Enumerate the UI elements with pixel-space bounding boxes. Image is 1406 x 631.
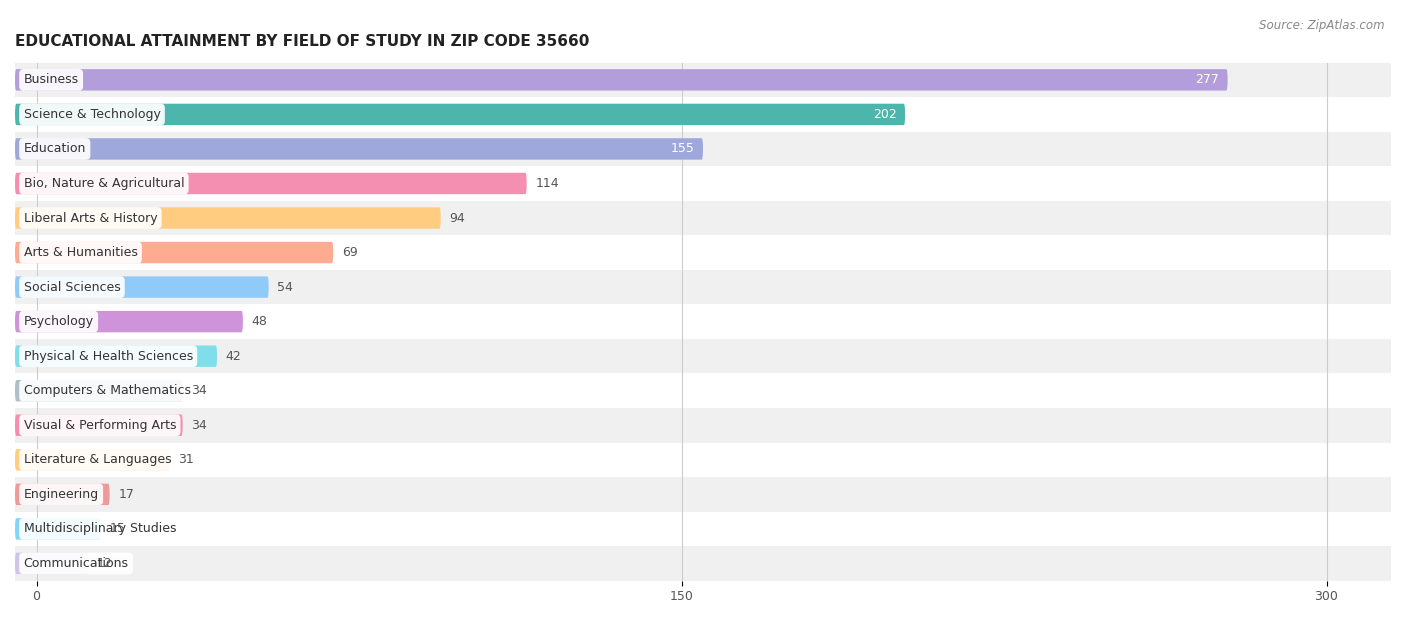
FancyBboxPatch shape — [15, 345, 217, 367]
FancyBboxPatch shape — [15, 415, 183, 436]
FancyBboxPatch shape — [15, 449, 170, 471]
FancyBboxPatch shape — [15, 408, 1391, 442]
FancyBboxPatch shape — [15, 132, 1391, 166]
Text: Source: ZipAtlas.com: Source: ZipAtlas.com — [1260, 19, 1385, 32]
Text: Physical & Health Sciences: Physical & Health Sciences — [24, 350, 193, 363]
Text: EDUCATIONAL ATTAINMENT BY FIELD OF STUDY IN ZIP CODE 35660: EDUCATIONAL ATTAINMENT BY FIELD OF STUDY… — [15, 34, 589, 49]
FancyBboxPatch shape — [15, 69, 1227, 91]
FancyBboxPatch shape — [15, 339, 1391, 374]
FancyBboxPatch shape — [15, 242, 333, 263]
FancyBboxPatch shape — [15, 270, 1391, 304]
FancyBboxPatch shape — [15, 276, 269, 298]
Text: Business: Business — [24, 73, 79, 86]
Text: 114: 114 — [536, 177, 560, 190]
Text: 15: 15 — [110, 522, 125, 535]
Text: Education: Education — [24, 143, 86, 155]
FancyBboxPatch shape — [15, 477, 1391, 512]
Text: Bio, Nature & Agricultural: Bio, Nature & Agricultural — [24, 177, 184, 190]
Text: Liberal Arts & History: Liberal Arts & History — [24, 211, 157, 225]
FancyBboxPatch shape — [15, 103, 905, 125]
FancyBboxPatch shape — [15, 201, 1391, 235]
Text: 34: 34 — [191, 384, 207, 397]
Text: 17: 17 — [118, 488, 134, 501]
Text: 48: 48 — [252, 315, 267, 328]
Text: 202: 202 — [873, 108, 897, 121]
FancyBboxPatch shape — [15, 97, 1391, 132]
FancyBboxPatch shape — [15, 442, 1391, 477]
Text: 42: 42 — [226, 350, 242, 363]
Text: Psychology: Psychology — [24, 315, 94, 328]
FancyBboxPatch shape — [15, 304, 1391, 339]
FancyBboxPatch shape — [15, 235, 1391, 270]
Text: 34: 34 — [191, 419, 207, 432]
FancyBboxPatch shape — [15, 374, 1391, 408]
Text: 54: 54 — [277, 281, 294, 293]
Text: 277: 277 — [1195, 73, 1219, 86]
Text: Computers & Mathematics: Computers & Mathematics — [24, 384, 191, 397]
Text: 69: 69 — [342, 246, 357, 259]
Text: 155: 155 — [671, 143, 695, 155]
Text: Communications: Communications — [24, 557, 128, 570]
Text: 94: 94 — [450, 211, 465, 225]
FancyBboxPatch shape — [15, 138, 703, 160]
Text: 31: 31 — [179, 453, 194, 466]
FancyBboxPatch shape — [15, 512, 1391, 546]
FancyBboxPatch shape — [15, 62, 1391, 97]
FancyBboxPatch shape — [15, 546, 1391, 581]
Text: Arts & Humanities: Arts & Humanities — [24, 246, 138, 259]
FancyBboxPatch shape — [15, 380, 183, 401]
Text: 12: 12 — [97, 557, 112, 570]
FancyBboxPatch shape — [15, 518, 101, 540]
Text: Engineering: Engineering — [24, 488, 98, 501]
Text: Multidisciplinary Studies: Multidisciplinary Studies — [24, 522, 176, 535]
Text: Visual & Performing Arts: Visual & Performing Arts — [24, 419, 176, 432]
FancyBboxPatch shape — [15, 208, 440, 228]
FancyBboxPatch shape — [15, 173, 527, 194]
Text: Social Sciences: Social Sciences — [24, 281, 121, 293]
Text: Science & Technology: Science & Technology — [24, 108, 160, 121]
FancyBboxPatch shape — [15, 483, 110, 505]
FancyBboxPatch shape — [15, 311, 243, 333]
FancyBboxPatch shape — [15, 553, 89, 574]
FancyBboxPatch shape — [15, 166, 1391, 201]
Text: Literature & Languages: Literature & Languages — [24, 453, 172, 466]
